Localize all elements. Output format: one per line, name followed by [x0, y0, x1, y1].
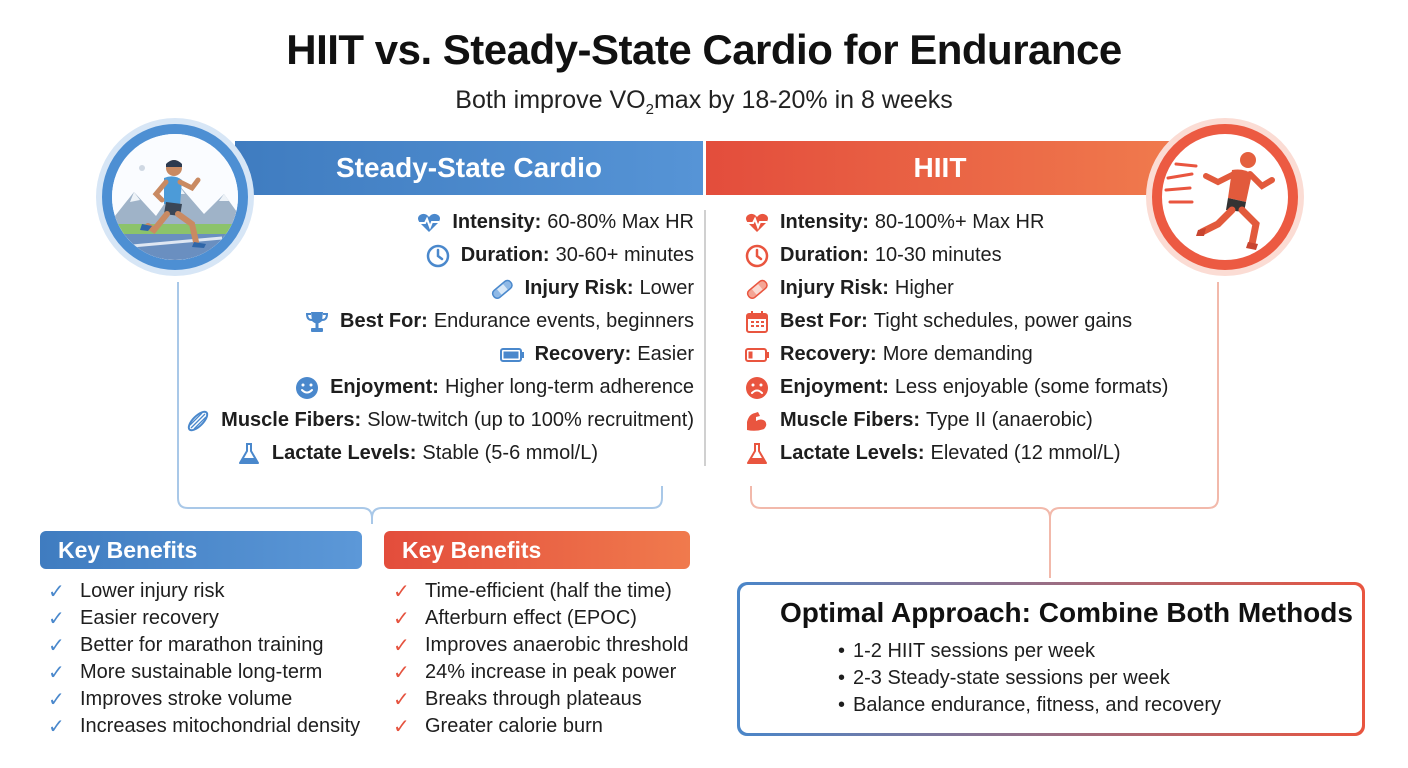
- check-icon: ✓: [48, 662, 65, 684]
- list-item: • 1-2 HIIT sessions per week: [838, 640, 1095, 662]
- optimal-approach-title: Optimal Approach: Combine Both Methods: [780, 597, 1353, 628]
- clock-icon: [426, 244, 449, 267]
- ss-injury-row: Injury Risk: Lower: [200, 272, 694, 305]
- list-item: ✓ Improves anaerobic threshold: [393, 634, 689, 657]
- ss-muscle-row: Muscle Fibers: Slow-twitch (up to 100% re…: [187, 404, 694, 437]
- steady-state-benefits-header: Key Benefits: [40, 531, 362, 569]
- list-item: ✓ Breaks through plateaus: [393, 688, 642, 711]
- list-item: ✓ Improves stroke volume: [48, 688, 293, 711]
- check-icon: ✓: [393, 662, 410, 684]
- clock-icon: [745, 244, 769, 267]
- hiit-benefits-list: ✓ Time-efficient (half the time) ✓ Afterbu…: [393, 578, 688, 740]
- ss-recovery-row: Recovery: Easier: [200, 338, 694, 371]
- battery-low-icon: [745, 347, 769, 362]
- ss-enjoyment-row: Enjoyment: Higher long-term adherence: [200, 371, 694, 404]
- steady-state-attributes: Intensity: 60-80% Max HR Duration: 30-60+ …: [187, 206, 694, 470]
- list-item: ✓ Greater calorie burn: [393, 715, 603, 738]
- bandage-icon: [491, 279, 513, 299]
- list-item: ✓ Easier recovery: [48, 607, 219, 630]
- steady-state-benefits-list: ✓ Lower injury risk ✓ Easier recovery ✓ Bet…: [48, 578, 360, 740]
- list-item: ✓ Time-efficient (half the time): [393, 580, 672, 603]
- list-item: • Balance endurance, fitness, and recover…: [838, 694, 1222, 716]
- hiit-intensity-row: Intensity: 80-100%+ Max HR: [744, 206, 1174, 239]
- list-item: ✓ 24% increase in peak power: [393, 661, 677, 684]
- flask-icon: [238, 442, 259, 464]
- list-item: ✓ Increases mitochondrial density: [48, 715, 361, 738]
- battery-full-icon: [499, 347, 524, 362]
- check-icon: ✓: [393, 581, 410, 603]
- trophy-icon: [306, 311, 329, 332]
- hiit-lactate-row: Lactate Levels: Elevated (12 mmol/L): [744, 437, 1174, 470]
- flexed-bicep-icon: [747, 411, 767, 431]
- muscle-fiber-icon: [187, 410, 209, 431]
- hiit-duration-row: Duration: 10-30 minutes: [744, 239, 1174, 272]
- check-icon: ✓: [393, 608, 410, 630]
- smiley-icon: [296, 376, 319, 399]
- ss-intensity-row: Intensity: 60-80% Max HR: [200, 206, 694, 239]
- page-title: HIIT vs. Steady-State Cardio for Enduran…: [286, 26, 1122, 73]
- check-icon: ✓: [48, 716, 65, 738]
- check-icon: ✓: [393, 689, 410, 711]
- ss-bestfor-row: Best For: Endurance events, beginners: [200, 305, 694, 338]
- hiit-benefits-header: Key Benefits: [384, 531, 690, 569]
- hiit-header: HIIT: [706, 141, 1174, 195]
- list-item: ✓ Better for marathon training: [48, 634, 324, 657]
- hiit-muscle-row: Muscle Fibers: Type II (anaerobic): [744, 404, 1174, 437]
- list-item: • 2-3 Steady-state sessions per week: [838, 667, 1170, 689]
- calendar-icon: [746, 310, 768, 333]
- hiit-recovery-row: Recovery: More demanding: [744, 338, 1174, 371]
- hiit-bestfor-row: Best For: Tight schedules, power gains: [744, 305, 1174, 338]
- page-subtitle: Both improve VO2max by 18-20% in 8 weeks: [455, 86, 953, 118]
- hiit-attributes: Intensity: 80-100%+ Max HR Duration: 10-30…: [744, 206, 1174, 470]
- heartbeat-icon: [418, 213, 441, 232]
- ss-duration-row: Duration: 30-60+ minutes: [200, 239, 694, 272]
- frown-icon: [746, 376, 768, 399]
- list-item: ✓ More sustainable long-term: [48, 661, 323, 684]
- check-icon: ✓: [48, 689, 65, 711]
- hiit-enjoyment-row: Enjoyment: Less enjoyable (some formats): [744, 371, 1174, 404]
- steady-state-header: Steady-State Cardio: [235, 141, 703, 195]
- check-icon: ✓: [48, 635, 65, 657]
- check-icon: ✓: [393, 635, 410, 657]
- check-icon: ✓: [48, 581, 65, 603]
- sprinter-illustration: [1152, 124, 1298, 270]
- optimal-approach-list: • 1-2 HIIT sessions per week • 2-3 Steady-…: [838, 638, 1221, 719]
- hiit-injury-row: Injury Risk: Higher: [744, 272, 1174, 305]
- heartbeat-icon: [746, 213, 768, 232]
- ss-lactate-row: Lactate Levels: Stable (5-6 mmol/L): [200, 437, 694, 470]
- flask-icon: [747, 442, 767, 464]
- check-icon: ✓: [48, 608, 65, 630]
- list-item: ✓ Afterburn effect (EPOC): [393, 607, 637, 630]
- jogger-illustration: [102, 124, 248, 270]
- list-item: ✓ Lower injury risk: [48, 580, 225, 603]
- optimal-approach-box: [737, 582, 1365, 736]
- bandage-icon: [746, 279, 768, 299]
- check-icon: ✓: [393, 716, 410, 738]
